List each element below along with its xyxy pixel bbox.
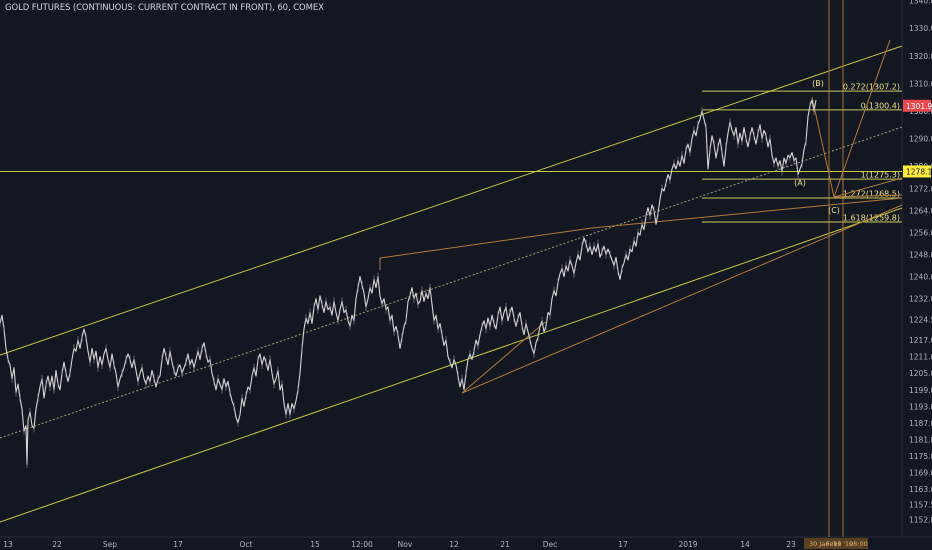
wave-lines: (B) (A) (C) [379,39,903,394]
wave-label: (A) [794,179,806,188]
y-tick-label: 1181.0 [909,435,932,444]
x-tick-label: 22 [52,540,62,549]
fib-label: 1(1275.3) [861,171,900,180]
y-tick-label: 1248.0 [909,251,932,260]
wave-line [811,96,835,198]
channel-upper [0,45,903,356]
wave-line [461,321,546,394]
x-tick-label: 17 [173,540,183,549]
x-tick-label: 17 [618,540,628,549]
y-tick-label: 1264.0 [909,206,932,215]
wave-line [833,39,891,198]
time-marker-label: 08:00 [849,540,868,548]
fib-label: 0(1300.4) [861,101,900,110]
y-tick-label: 1169.0 [909,469,932,478]
line-price-badge [903,165,931,178]
time-marker-label: 30 Jan '19 [809,540,841,548]
x-tick-label: 13 [3,540,13,549]
wave-label: (B) [812,79,824,88]
x-tick-label: 2019 [678,540,697,549]
fib-label: 1.272(1268.5) [843,189,900,198]
y-tick-label: 1340.0 [909,0,932,6]
fib-label: 0.272(1307.2) [843,83,900,92]
x-tick-label: 12 [449,540,459,549]
y-tick-label: 1330.0 [909,24,932,33]
y-tick-label: 1152.0 [909,515,932,524]
wave-label: (C) [828,206,840,215]
x-tick-label: 15 [310,540,320,549]
y-axis: 1340.01330.01320.01310.01300.01290.01280… [909,0,932,524]
x-tick-label: 21 [500,540,510,549]
wave-line [461,204,903,394]
y-tick-label: 1272.0 [909,184,932,193]
y-tick-label: 1193.0 [909,402,932,411]
price-badge-label: 1278.1 [906,167,932,176]
price-labels: 1278.1 1301.9 [903,99,932,178]
x-tick-label: 12:00 [351,540,373,549]
last-price-badge [903,99,931,112]
y-tick-label: 1232.0 [909,295,932,304]
grid [0,0,932,538]
channel-lines [0,0,903,537]
x-tick-label: Dec [543,540,558,549]
y-tick-label: 1205.0 [909,369,932,378]
y-tick-label: 1290.0 [909,135,932,144]
y-tick-label: 1320.0 [909,52,932,61]
x-tick-label: 14 [740,540,750,549]
price-line [0,99,817,465]
x-tick-label: 23 [786,540,796,549]
time-marker-bg [804,538,868,549]
time-marker-label: 1 '19 [837,540,853,548]
y-tick-label: 1187.0 [909,419,932,428]
price-badge-label: 1301.9 [906,102,932,111]
y-tick-label: 1175.0 [909,452,932,461]
y-tick-label: 1163.0 [909,485,932,494]
y-tick-label: 1310.0 [909,79,932,88]
x-tick-label: Nov [398,540,413,549]
y-tick-label: 1157.5 [909,500,932,509]
time-marker-label: Feb [826,540,838,548]
y-tick-label: 1240.0 [909,273,932,282]
y-tick-label: 1256.0 [909,228,932,237]
wave-line [591,197,903,229]
y-tick-label: 1211.0 [909,353,932,362]
channel-median [0,126,903,439]
fib-levels: 0.272(1307.2) 0(1300.4) 1(1275.3) 1.272(126… [702,83,902,223]
y-tick-label: 1199.0 [909,386,932,395]
y-tick-label: 1224.5 [909,315,932,324]
price-series [0,99,817,469]
chart-title: GOLD FUTURES (CONTINUOUS: CURRENT CONTRA… [5,3,324,13]
wave-line [833,177,903,198]
x-tick-label: Sep [103,540,117,549]
wave-line [379,227,593,259]
x-tick-label: Oct [240,540,253,549]
y-tick-label: 1217.0 [909,336,932,345]
wave-line [833,194,903,198]
x-axis: 13 22 Sep 17 Oct 15 12:00 Nov 12 21 Dec 17 2019 14 23 3… [3,538,868,549]
